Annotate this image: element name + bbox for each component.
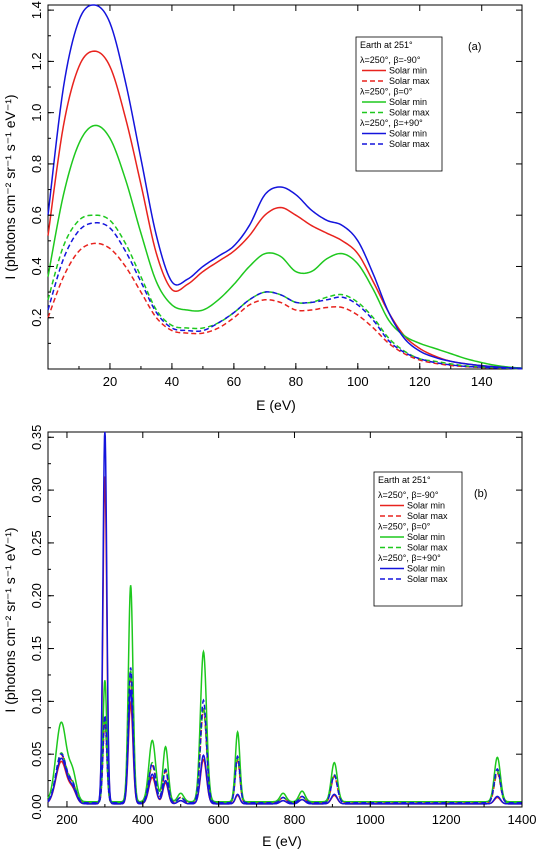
y-tick-label: 0.4	[29, 257, 44, 275]
legend-entry-label: Solar min	[407, 532, 445, 542]
legend-b: Earth at 251°λ=250°, β=-90°Solar minSola…	[373, 471, 463, 607]
legend-box	[373, 471, 463, 607]
series-line-5	[47, 667, 522, 804]
y-tick-label: 0.25	[29, 530, 44, 555]
legend-group-label: λ=250°, β=+90°	[378, 553, 441, 563]
x-tick-label: 140	[471, 374, 493, 389]
legend-box	[355, 36, 443, 172]
panel-label-a: (a)	[468, 41, 481, 53]
legend-entry-label: Solar min	[407, 564, 445, 574]
x-axis-label-a: E (eV)	[256, 397, 296, 413]
chart-panel-a: 20 40 60 80 100 120 140 0.2 0.4 0.6 0.8 1.0 1.2 1.4 E…	[2, 1, 523, 413]
legend-entry-label: Solar max	[389, 139, 430, 149]
chart-panel-b: 200 400 600 800 1000 1200 1400 0.00 0.05 0.10 0.15…	[2, 425, 536, 849]
legend-header: Earth at 251°	[378, 475, 431, 485]
y-tick-label: 1.4	[29, 1, 44, 19]
legend-entry-label: Solar max	[389, 76, 430, 86]
legend-a: Earth at 251°λ=250°, β=-90°Solar minSola…	[355, 36, 443, 172]
legend-header: Earth at 251°	[360, 40, 413, 50]
legend-entry-label: Solar min	[389, 66, 427, 76]
x-tick-label: 60	[227, 374, 241, 389]
legend-group-label: λ=250°, β=-90°	[378, 490, 439, 500]
y-axis-label-b: I (photons cm⁻² sr⁻¹ s⁻¹ eV⁻¹)	[2, 527, 18, 712]
y-tick-label: 0.00	[29, 794, 44, 819]
y-tick-label: 1.0	[29, 104, 44, 122]
x-axis-label-b: E (eV)	[262, 833, 302, 849]
x-tick-label: 1400	[508, 812, 537, 827]
y-tick-label: 0.20	[29, 583, 44, 608]
legend-entry-label: Solar max	[407, 511, 448, 521]
x-tick-label: 20	[103, 374, 117, 389]
y-tick-label: 0.2	[29, 309, 44, 327]
x-tick-label: 80	[289, 374, 303, 389]
x-tick-label: 1000	[356, 812, 385, 827]
series-line-2	[47, 124, 523, 369]
y-axis-label-a: I (photons cm⁻² sr⁻¹ s⁻¹ eV⁻¹)	[2, 94, 18, 279]
x-tick-label: 200	[56, 812, 78, 827]
legend-group-label: λ=250°, β=0°	[360, 87, 413, 97]
x-tick-label: 400	[132, 812, 154, 827]
series-line-5	[47, 222, 523, 370]
series-line-2	[47, 585, 522, 803]
legend-group-label: λ=250°, β=-90°	[360, 55, 421, 65]
x-tick-label: 100	[347, 374, 369, 389]
x-tick-label: 120	[409, 374, 431, 389]
legend-entry-label: Solar min	[389, 97, 427, 107]
y-tick-label: 0.6	[29, 206, 44, 224]
y-tick-label: 1.2	[29, 52, 44, 70]
y-tick-label: 0.10	[29, 689, 44, 714]
legend-group-label: λ=250°, β=0°	[378, 522, 431, 532]
y-tick-label: 0.15	[29, 636, 44, 661]
legend-entry-label: Solar min	[407, 501, 445, 511]
x-tick-label: 40	[165, 374, 179, 389]
plot-frame-a	[47, 4, 523, 370]
x-tick-label: 800	[284, 812, 306, 827]
legend-entry-label: Solar min	[389, 129, 427, 139]
legend-entry-label: Solar max	[407, 543, 448, 553]
series-line-4	[47, 4, 523, 369]
legend-entry-label: Solar max	[407, 574, 448, 584]
y-tick-label: 0.05	[29, 742, 44, 767]
y-tick-label: 0.8	[29, 155, 44, 173]
legend-entry-label: Solar max	[389, 108, 430, 118]
y-tick-label: 0.35	[29, 425, 44, 450]
legend-group-label: λ=250°, β=+90°	[360, 118, 423, 128]
x-tick-label: 600	[208, 812, 230, 827]
x-tick-label: 1200	[432, 812, 461, 827]
y-tick-label: 0.30	[29, 477, 44, 502]
series-line-1	[47, 242, 523, 370]
panel-label-b: (b)	[474, 488, 487, 500]
